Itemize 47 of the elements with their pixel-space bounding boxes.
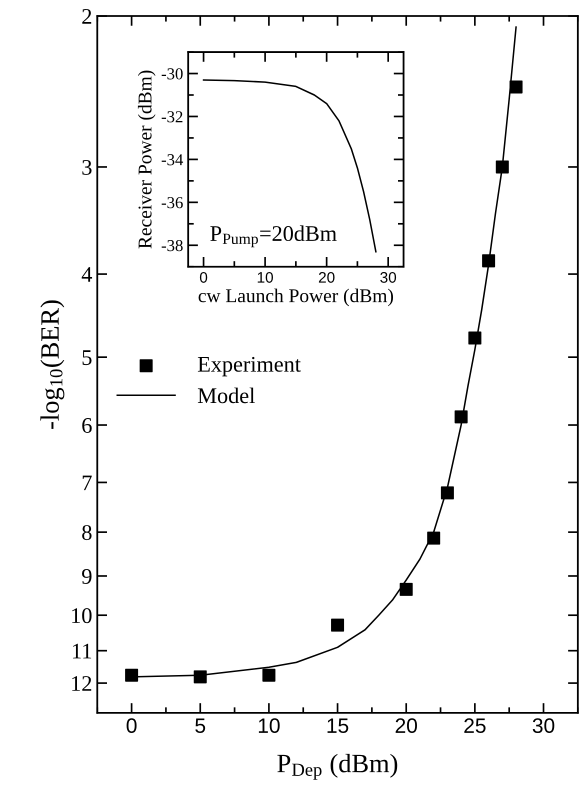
point [194,670,207,684]
y-tick-label: 3 [82,160,92,175]
point [125,668,138,682]
x-tick-label: 30 [380,272,396,283]
point [482,254,496,268]
x-tick-label: 10 [258,718,280,734]
annotation: P$_{Pump}$=20dBm [210,225,337,248]
y-tick-label: 2 [82,9,92,24]
y-tick-label: -38 [162,240,183,252]
point [510,80,523,94]
x-tick-label: 30 [532,718,554,734]
x-axis-title: cw Launch Power (dBm) [198,288,394,306]
point [440,486,454,500]
point [468,332,482,345]
legend-label: Experiment [198,356,301,376]
point [400,582,413,596]
point [262,668,276,682]
x-tick-label: 5 [195,718,206,734]
line-series [202,79,377,252]
legend-label: Model [198,388,255,404]
y-tick-label: 9 [82,568,92,584]
y-tick-label: -32 [162,111,182,122]
point [427,532,440,545]
x-tick-label: 25 [464,718,486,734]
y-tick-label: -36 [162,197,183,208]
point [454,410,468,424]
y-tick-label: -30 [162,68,183,80]
y-axis-title: -log$_{10}$(BER) [40,300,64,429]
y-tick-label: 8 [82,525,92,540]
point [496,160,509,174]
x-tick-label: 20 [396,718,417,734]
y-tick-label: 12 [72,676,92,691]
y-tick-label: 6 [82,418,92,433]
x-tick-label: 0 [126,718,137,734]
x-tick-label: 15 [328,718,348,734]
y-tick-label: 5 [82,350,92,366]
point [331,618,344,632]
y-tick-label: 7 [82,476,92,490]
y-tick-label: -34 [162,154,184,166]
y-tick-label: 11 [72,644,92,658]
y-axis-title: Receiver Power (dBm) [138,70,156,248]
x-tick-label: 0 [200,272,208,283]
y-tick-label: 4 [82,267,92,282]
x-tick-label: 10 [258,272,273,283]
x-axis-title: P$_{Dep}$ (dBm) [277,754,398,780]
x-tick-label: 20 [318,272,335,283]
y-tick-label: 10 [72,608,92,624]
